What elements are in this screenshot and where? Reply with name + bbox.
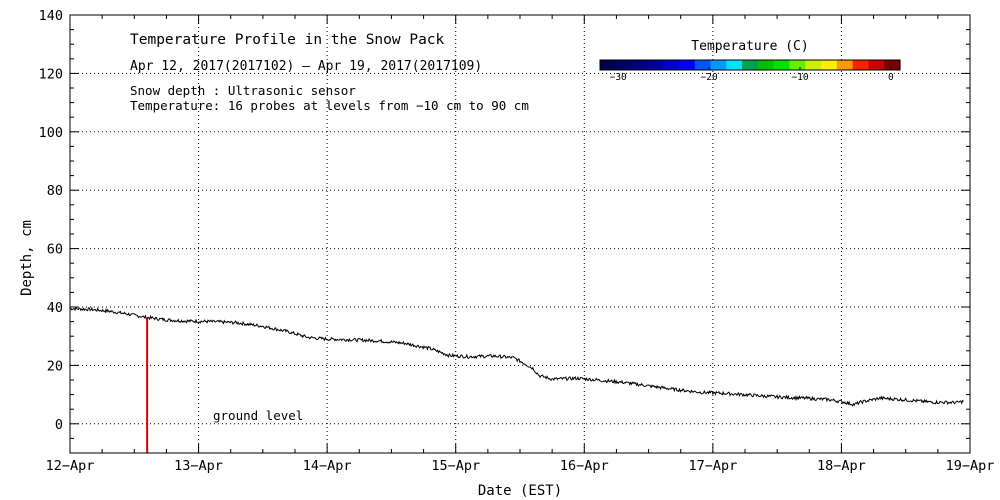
snow-depth-line [69,306,964,407]
colorbar-cell [631,60,648,70]
colorbar-cell [615,60,633,70]
x-tick-label: 19−Apr [946,458,995,474]
colorbar-tick-label: −20 [701,72,718,83]
y-tick-label: 120 [39,66,63,82]
x-tick-label: 16−Apr [560,458,609,474]
colorbar-cell [678,60,696,70]
colorbar-cell [789,60,806,70]
colorbar-cell [821,60,838,70]
colorbar-tick-label: −10 [791,72,808,83]
colorbar-cell [710,60,727,70]
colorbar-cell [742,60,759,70]
y-tick-label: 100 [39,125,63,141]
colorbar-cell [868,60,885,70]
x-tick-label: 14−Apr [303,458,352,474]
series-group [69,306,964,453]
y-tick-label: 140 [39,8,63,24]
plot-frame [69,14,971,454]
colorbar-frame [599,59,901,71]
colorbar-cell [773,60,791,70]
colorbar-cell [647,60,664,70]
x-tick-label: 18−Apr [817,458,866,474]
axis-ticks: 12−Apr 13−Apr 14−Apr 15−Apr 16−Apr 17−Apr 18−A… [39,8,995,474]
x-tick-label: 12−Apr [46,458,95,474]
colorbar-cell [663,60,680,70]
colorbar-cell [884,60,901,70]
y-tick-label: 40 [47,300,63,316]
y-tick-label: 0 [55,417,63,433]
colorbar-cell [757,60,775,70]
x-tick-label: 15−Apr [431,458,480,474]
colorbar-cell [726,60,743,70]
colorbar-title: Temperature (C) [691,39,808,54]
note-snow-depth: Snow depth : Ultrasonic sensor [130,83,356,98]
x-axis-label: Date (EST) [478,483,562,499]
colorbar-tick-label: −30 [610,72,627,83]
colorbar-cell [805,60,822,70]
note-temperature-probes: Temperature: 16 probes at levels from −1… [130,98,529,113]
y-tick-label: 80 [47,183,63,199]
chart-title: Temperature Profile in the Snow Pack [130,32,445,48]
colorbar-cell [600,60,617,70]
colorbar-cell [694,60,712,70]
colorbar-cell [852,60,870,70]
y-tick-label: 20 [47,358,63,374]
chart-subtitle: Apr 12, 2017(2017102) — Apr 19, 2017(201… [130,59,482,74]
grid-lines [70,15,970,453]
ground-level-label: ground level [213,408,303,423]
y-tick-label: 60 [47,242,63,258]
x-tick-label: 13−Apr [174,458,223,474]
x-tick-label: 17−Apr [688,458,737,474]
y-axis-label: Depth, cm [19,220,35,296]
colorbar-cell [836,60,854,70]
temperature-colorbar: Temperature (C) −30 −20 −10 0 [599,39,901,83]
colorbar-tick-label: 0 [888,72,894,83]
